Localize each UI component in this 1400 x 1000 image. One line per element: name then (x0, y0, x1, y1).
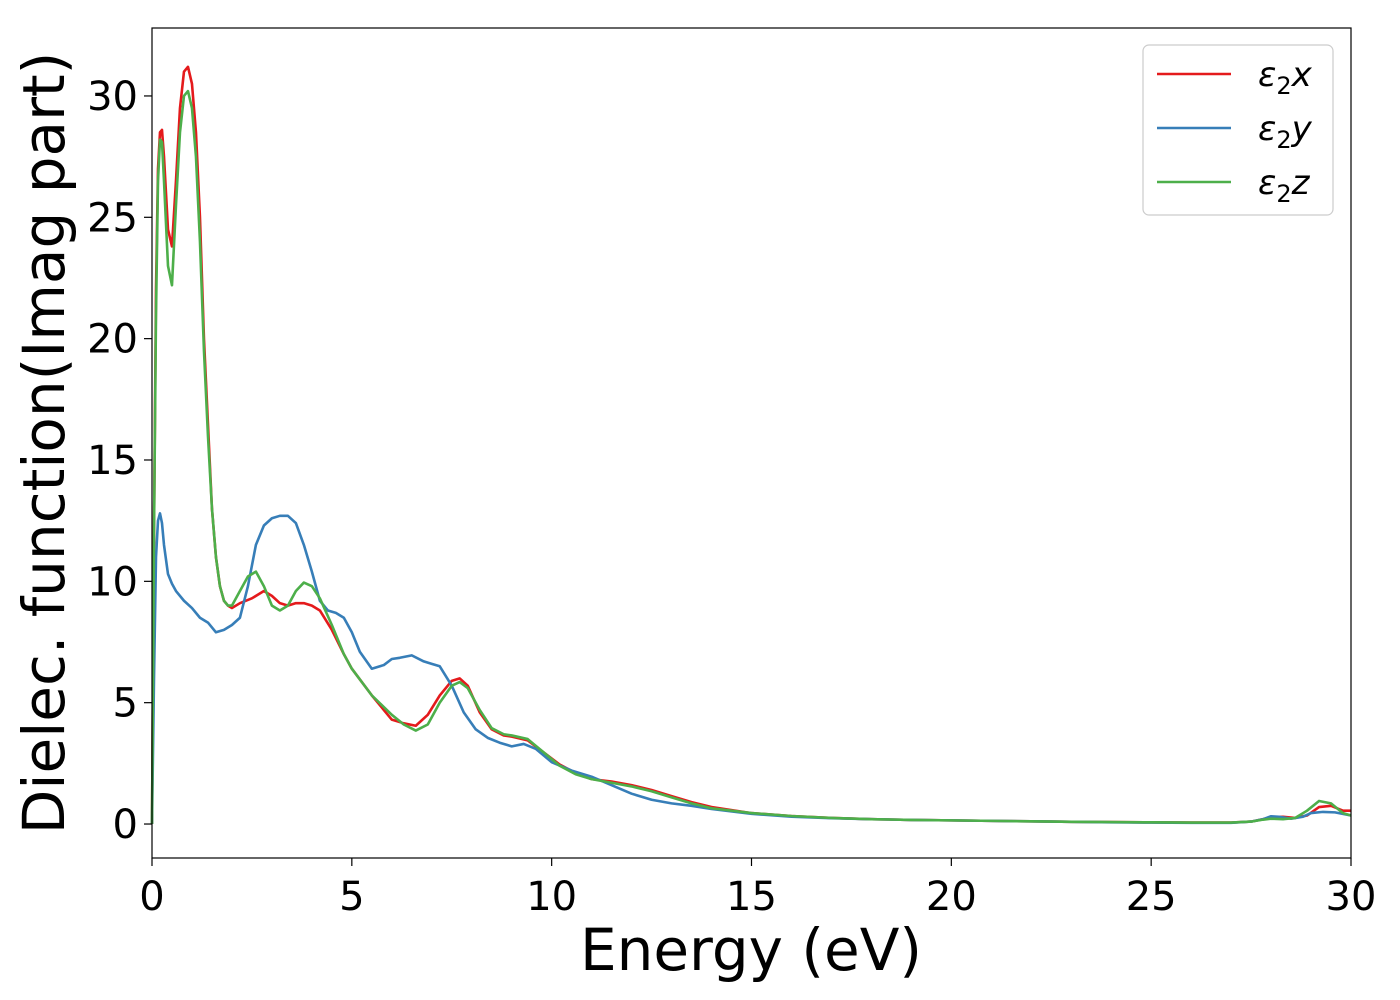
y-tick-label: 10 (87, 559, 138, 605)
legend-label: ε2x (1258, 55, 1313, 100)
y-tick-label: 0 (113, 802, 138, 848)
y-tick-label: 5 (113, 681, 138, 727)
x-tick-label: 5 (339, 874, 364, 920)
x-tick-label: 15 (726, 874, 777, 920)
series-layer (150, 65, 1352, 825)
legend-label: ε2y (1258, 109, 1313, 154)
x-tick-label: 20 (926, 874, 977, 920)
x-tick-label: 0 (139, 874, 164, 920)
series-line-z (150, 89, 1352, 825)
legend-label: ε2z (1258, 163, 1311, 208)
y-tick-label: 30 (87, 74, 138, 120)
legend-box (1142, 44, 1334, 216)
x-tick-label: 10 (526, 874, 577, 920)
series-line-y (150, 512, 1352, 825)
x-tick-label: 25 (1126, 874, 1177, 920)
x-axis: 0 5 10 15 20 25 30 (139, 858, 1376, 920)
y-axis: 0 5 10 15 20 25 30 (87, 74, 152, 848)
x-axis-title: Energy (eV) (580, 916, 922, 984)
y-tick-label: 20 (87, 317, 138, 363)
y-tick-label: 15 (87, 438, 138, 484)
y-axis-title: Dielec. function(Imag part) (10, 52, 78, 835)
legend: ε2x ε2y ε2z (1142, 44, 1334, 216)
y-tick-label: 25 (87, 195, 138, 241)
x-tick-label: 30 (1326, 874, 1377, 920)
